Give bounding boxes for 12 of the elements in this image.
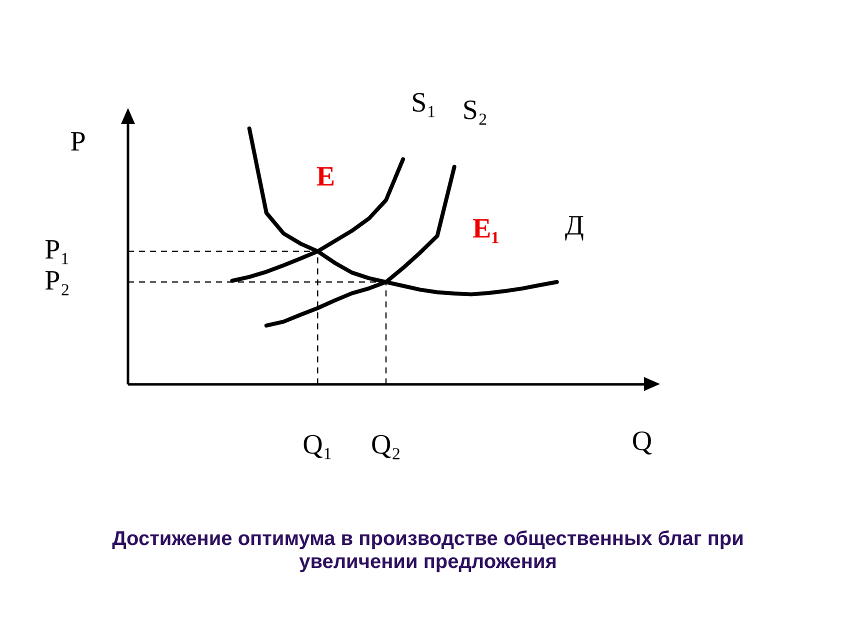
x-tick-label: Q₂ bbox=[371, 430, 401, 461]
series-label: S₂ bbox=[462, 95, 488, 126]
x-tick-label: Q₁ bbox=[302, 430, 333, 461]
annotation: E bbox=[316, 162, 336, 193]
x-axis-title: Q bbox=[632, 426, 652, 457]
series-label: Д bbox=[564, 210, 584, 242]
ref-line-label: P₁ bbox=[44, 234, 70, 266]
annotation: E₁ bbox=[472, 213, 500, 244]
y-axis-title: P bbox=[70, 126, 86, 158]
ref-line-label: P₂ bbox=[44, 265, 70, 296]
text: Достижение оптимума в производстве общественных благ при увеличении предложения bbox=[111, 528, 745, 574]
series-label: S₁ bbox=[411, 88, 436, 119]
